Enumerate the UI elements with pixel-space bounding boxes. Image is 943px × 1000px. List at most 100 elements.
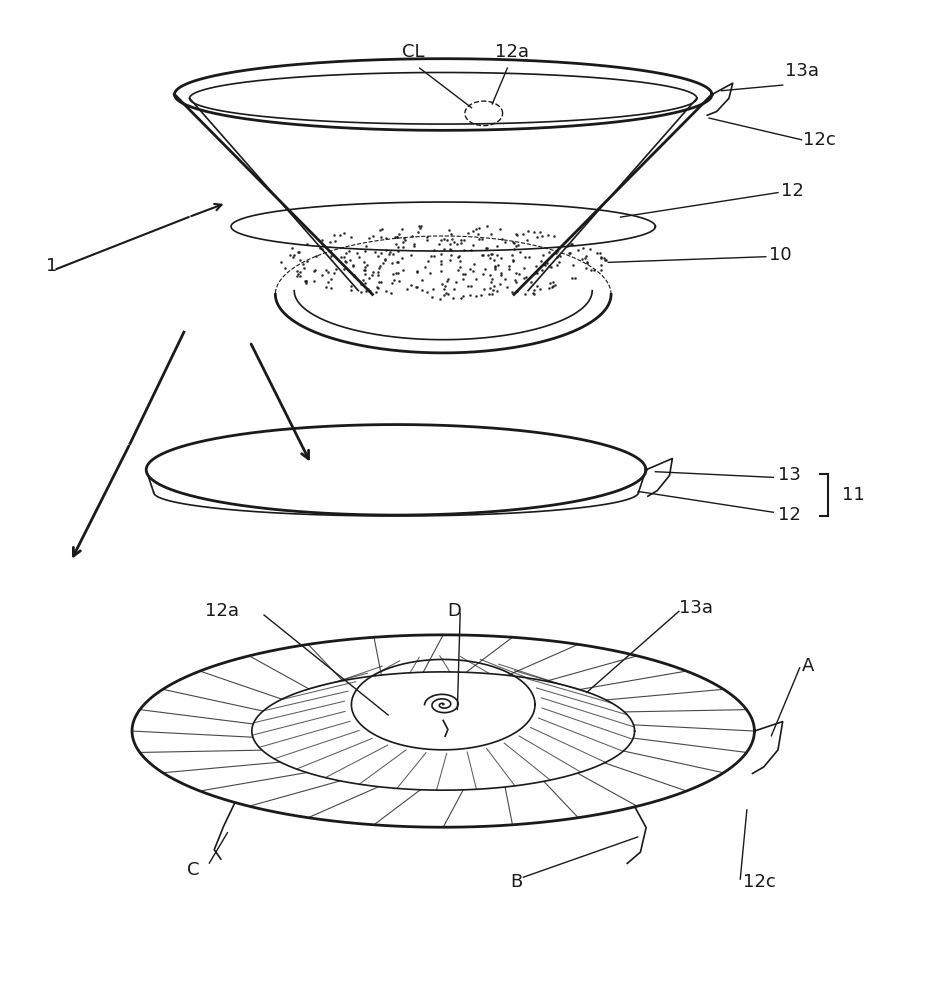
Point	[444, 231, 459, 247]
Point	[473, 287, 488, 303]
Point	[405, 228, 420, 244]
Point	[299, 236, 314, 252]
Point	[597, 250, 612, 266]
Point	[571, 242, 586, 258]
Point	[277, 260, 292, 276]
Point	[521, 249, 537, 265]
Text: 10: 10	[769, 246, 791, 264]
Point	[480, 218, 495, 234]
Point	[368, 284, 383, 300]
Point	[435, 276, 450, 292]
Point	[438, 285, 454, 301]
Point	[544, 259, 559, 275]
Text: D: D	[448, 602, 461, 620]
Point	[409, 264, 424, 280]
Point	[412, 220, 427, 236]
Point	[372, 260, 387, 276]
Point	[377, 251, 392, 267]
Point	[536, 256, 551, 272]
Point	[533, 281, 548, 297]
Point	[518, 249, 533, 265]
Point	[284, 240, 299, 256]
Point	[357, 259, 372, 275]
Point	[444, 247, 459, 263]
Point	[391, 226, 406, 242]
Point	[494, 265, 509, 281]
Point	[426, 248, 441, 264]
Point	[362, 283, 377, 299]
Point	[333, 227, 348, 243]
Point	[527, 265, 542, 281]
Point	[314, 232, 329, 248]
Point	[529, 278, 544, 294]
Point	[523, 274, 538, 290]
Point	[437, 231, 452, 247]
Point	[443, 241, 458, 257]
Point	[423, 248, 438, 264]
Point	[507, 272, 522, 288]
Point	[420, 232, 435, 248]
Point	[371, 280, 386, 296]
Point	[443, 226, 458, 242]
Point	[442, 236, 457, 252]
Point	[538, 257, 553, 273]
Text: 12a: 12a	[205, 602, 239, 620]
Point	[481, 286, 496, 302]
Point	[474, 231, 489, 247]
Point	[546, 274, 561, 290]
Text: B: B	[511, 873, 522, 891]
Point	[456, 232, 472, 248]
Point	[517, 270, 532, 286]
Point	[472, 220, 487, 236]
Text: 12c: 12c	[803, 131, 836, 149]
Point	[287, 247, 302, 263]
Point	[406, 238, 422, 254]
Point	[454, 232, 469, 248]
Point	[467, 256, 482, 272]
Point	[548, 277, 563, 293]
Point	[291, 244, 306, 260]
Point	[337, 249, 352, 265]
Point	[517, 260, 532, 276]
Point	[296, 260, 311, 276]
Point	[389, 229, 405, 245]
Point	[480, 240, 495, 256]
Point	[323, 280, 339, 296]
Text: 12a: 12a	[495, 43, 529, 61]
Point	[540, 227, 555, 243]
Point	[565, 236, 580, 252]
Point	[564, 270, 579, 286]
Point	[395, 250, 410, 266]
Point	[469, 221, 484, 237]
Point	[346, 257, 361, 273]
Point	[344, 229, 359, 245]
Point	[320, 264, 335, 280]
Point	[359, 257, 374, 273]
Point	[574, 251, 589, 267]
Point	[415, 272, 430, 288]
Point	[529, 265, 544, 281]
Point	[455, 271, 471, 287]
Point	[290, 266, 306, 282]
Point	[328, 261, 343, 277]
Point	[378, 283, 393, 299]
Point	[411, 218, 426, 234]
Point	[533, 224, 548, 240]
Point	[487, 278, 502, 294]
Point	[319, 279, 334, 295]
Point	[484, 286, 499, 302]
Point	[577, 250, 592, 266]
Text: C: C	[187, 861, 200, 879]
Point	[425, 281, 440, 297]
Point	[505, 284, 520, 300]
Point	[599, 252, 614, 268]
Point	[440, 271, 455, 287]
Point	[463, 242, 478, 258]
Point	[437, 287, 452, 303]
Point	[575, 240, 590, 256]
Point	[469, 288, 484, 304]
Point	[347, 268, 362, 284]
Point	[336, 225, 351, 241]
Point	[390, 243, 405, 259]
Point	[373, 245, 389, 261]
